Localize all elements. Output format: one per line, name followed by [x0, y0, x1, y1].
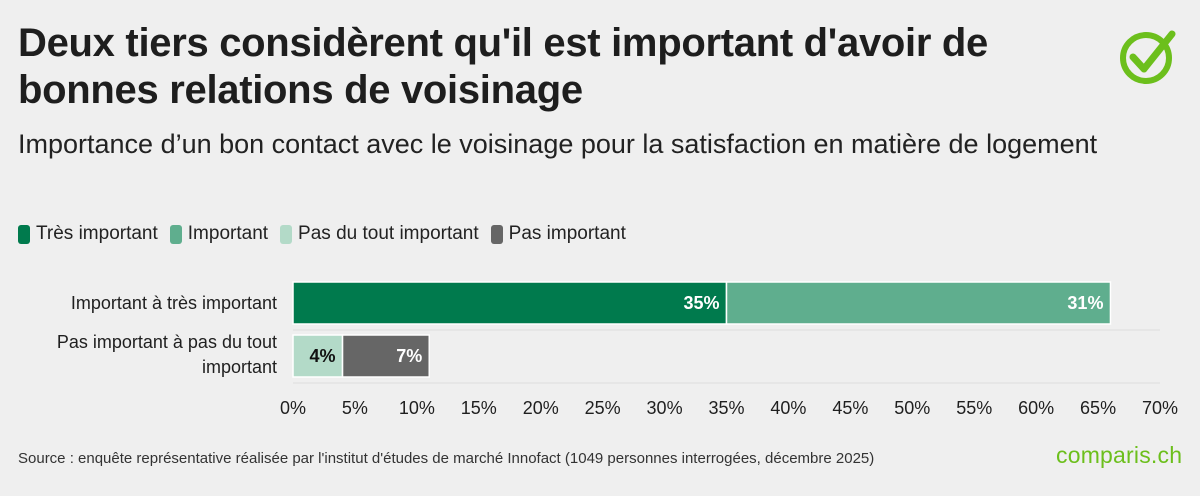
x-tick-label: 45% — [832, 398, 868, 418]
legend-label: Important — [187, 223, 269, 244]
checkmark-circle-icon — [1120, 30, 1176, 84]
x-tick-label: 60% — [1018, 398, 1054, 418]
stacked-bar-chart: Important à très important Pas important … — [57, 281, 1178, 418]
bar-segment[interactable] — [341, 334, 430, 378]
x-tick-label: 25% — [585, 398, 621, 418]
category-label: Pas important à pas du tout important — [57, 332, 277, 377]
legend-swatch — [169, 224, 182, 244]
x-tick-label: 10% — [399, 398, 435, 418]
brand-logo: comparis.ch — [1056, 442, 1183, 468]
legend-label: Très important — [36, 223, 158, 244]
x-tick-label: 15% — [461, 398, 497, 418]
chart-title: Deux tiers considèrent qu'il est importa… — [18, 21, 988, 112]
data-label: 7% — [396, 346, 422, 366]
x-tick-label: 50% — [894, 398, 930, 418]
legend-swatch — [490, 224, 503, 244]
legend-item[interactable]: Pas important — [490, 223, 626, 245]
x-tick-label: 55% — [956, 398, 992, 418]
x-tick-label: 0% — [280, 398, 306, 418]
x-tick-label: 20% — [523, 398, 559, 418]
bar-segment[interactable] — [292, 281, 728, 325]
chart-subtitle: Importance d’un bon contact avec le vois… — [18, 129, 1098, 159]
x-tick-label: 35% — [708, 398, 744, 418]
legend-item[interactable]: Très important — [18, 223, 158, 245]
data-label: 31% — [1067, 293, 1103, 313]
data-label: 35% — [683, 293, 719, 313]
legend: Très important Important Pas du tout imp… — [18, 221, 626, 247]
x-tick-label: 40% — [770, 398, 806, 418]
legend-label: Pas important — [508, 223, 626, 244]
legend-swatch — [280, 224, 293, 244]
legend-item[interactable]: Important — [169, 223, 269, 245]
source-note: Source : enquête représentative réalisée… — [18, 450, 875, 467]
legend-label: Pas du tout important — [298, 223, 479, 244]
bar-segment[interactable] — [725, 281, 1112, 325]
x-tick-label: 70% — [1142, 398, 1178, 418]
x-tick-label: 30% — [647, 398, 683, 418]
x-tick-label: 5% — [342, 398, 368, 418]
category-label: Important à très important — [71, 293, 277, 313]
legend-swatch — [18, 224, 30, 244]
x-tick-label: 65% — [1080, 398, 1116, 418]
legend-item[interactable]: Pas du tout important — [280, 223, 479, 245]
data-label: 4% — [310, 346, 336, 366]
